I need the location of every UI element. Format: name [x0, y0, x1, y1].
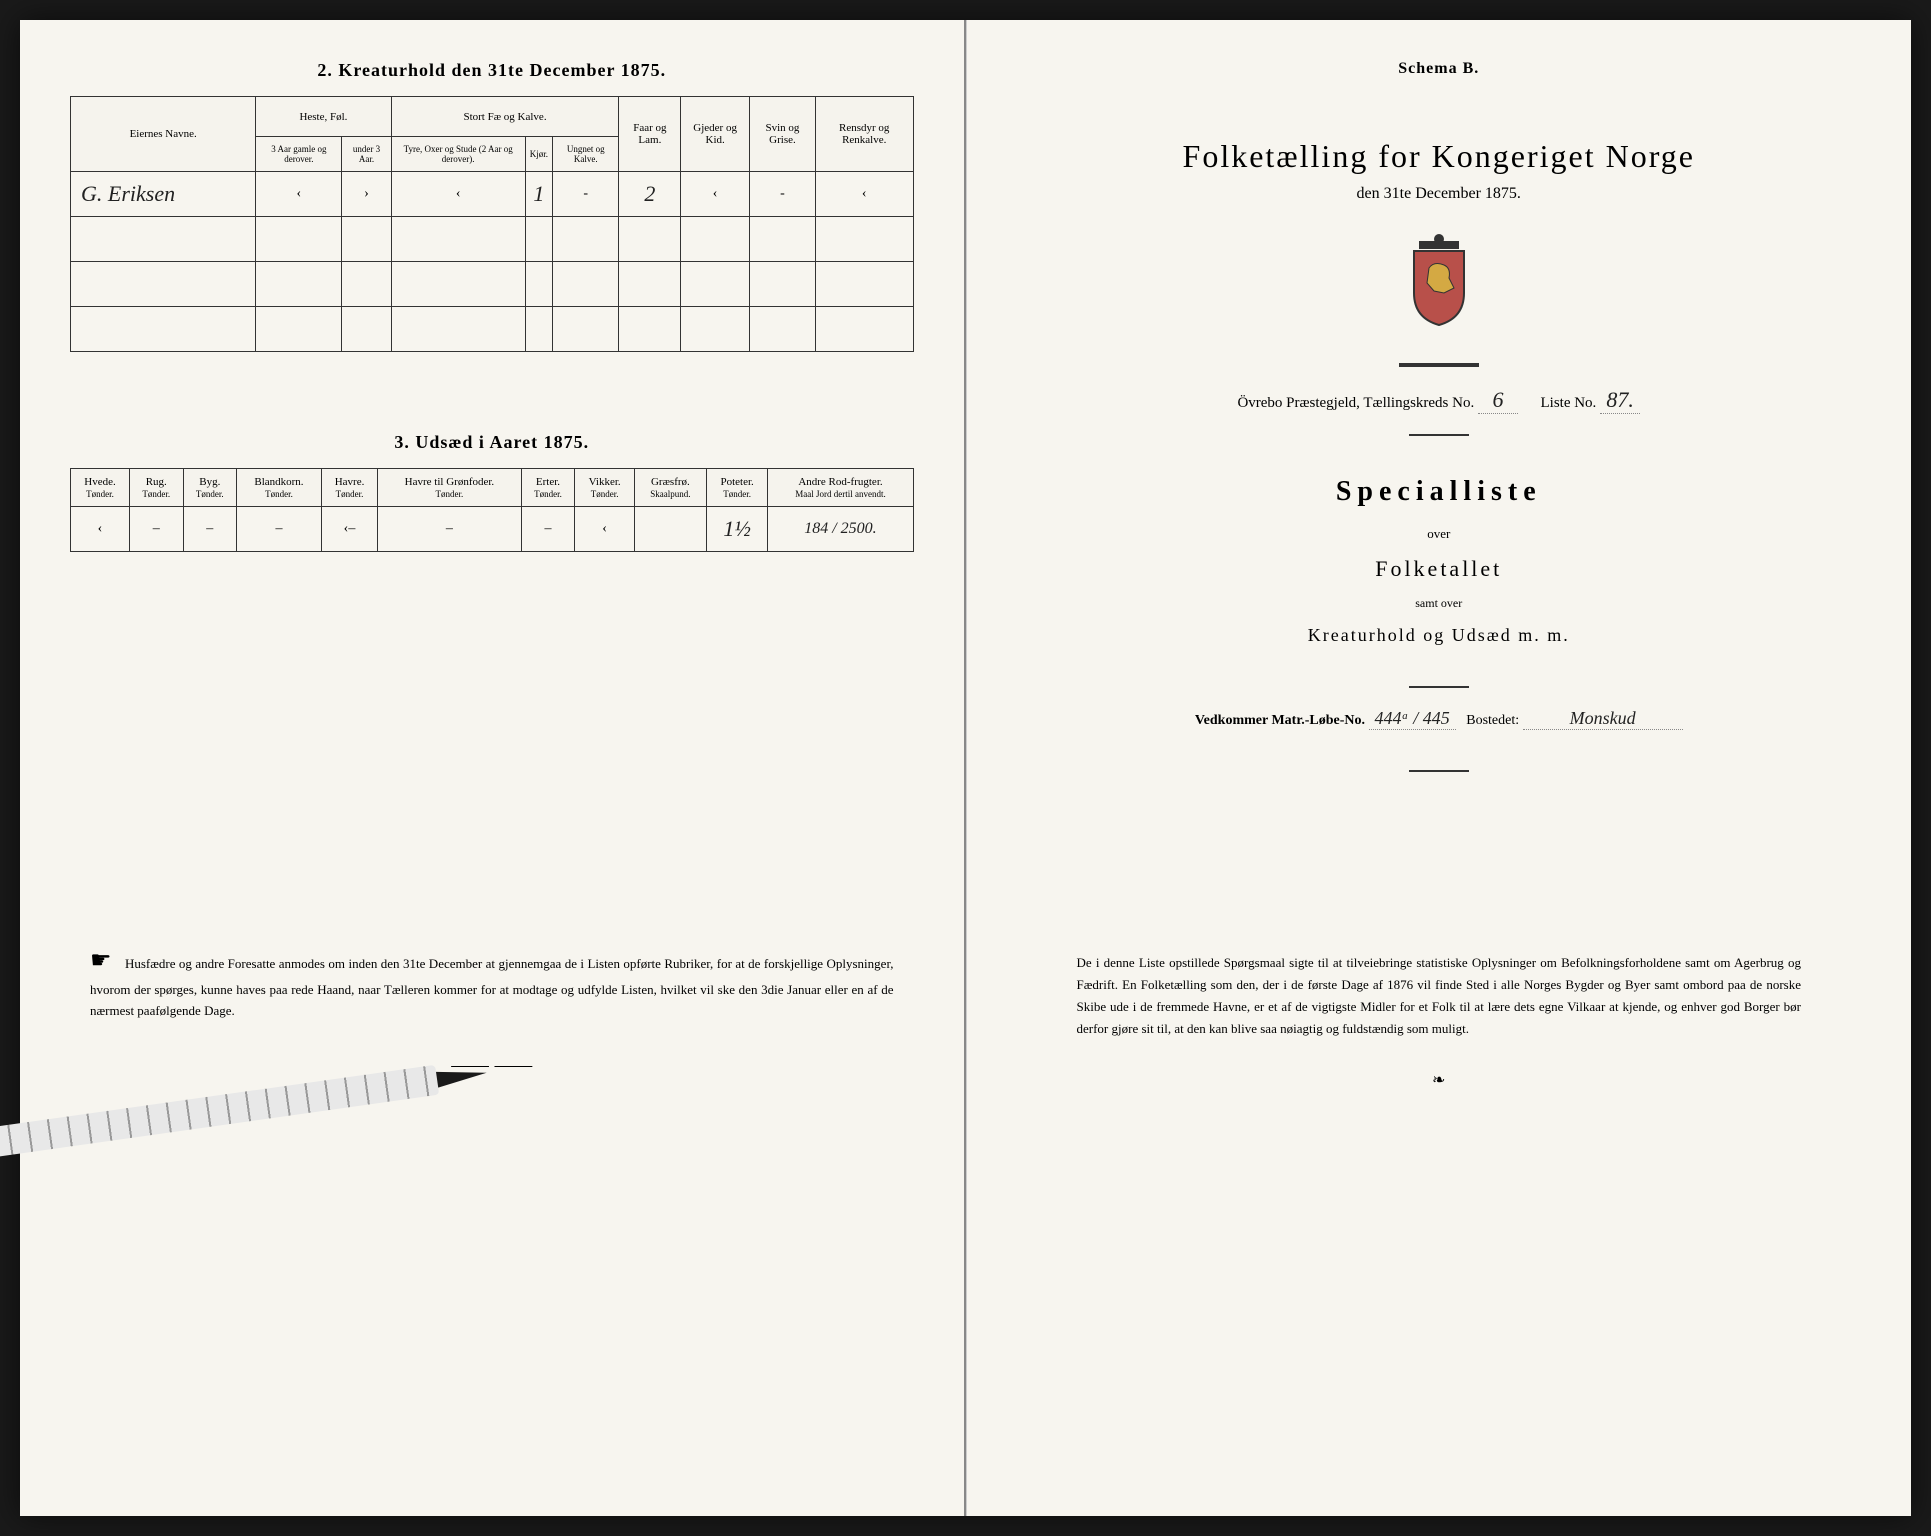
seed-table: Hvede.Tønder. Rug.Tønder. Byg.Tønder. Bl…	[70, 468, 914, 552]
left-page: 2. Kreaturhold den 31te December 1875. E…	[20, 20, 966, 1516]
th-vikker: Vikker.Tønder.	[575, 469, 635, 507]
pointer-icon: ☛	[90, 948, 112, 974]
cell: 2	[619, 172, 681, 217]
footnote-text: Husfædre og andre Foresatte anmodes om i…	[90, 956, 894, 1018]
matr-no: 444ᵃ / 445	[1369, 708, 1456, 730]
samt-text: samt over	[1017, 596, 1862, 611]
divider	[1409, 686, 1469, 688]
cell: ‹	[391, 172, 525, 217]
folketallet-text: Folketallet	[1017, 556, 1862, 582]
ornament: ❧	[1017, 1070, 1862, 1090]
specialliste-title: Specialliste	[1017, 476, 1862, 508]
cell: –	[378, 507, 522, 552]
main-title: Folketælling for Kongeriget Norge	[1017, 138, 1862, 175]
th-stort2: Kjør.	[525, 137, 552, 172]
owner-name: G. Eriksen	[71, 172, 256, 217]
formline-prefix: Övrebo Præstegjeld, Tællingskreds No.	[1237, 395, 1474, 411]
livestock-table: Eiernes Navne. Heste, Føl. Stort Fæ og K…	[70, 96, 914, 352]
cell: ‹	[71, 507, 130, 552]
table-row	[71, 262, 914, 307]
th-stortfae: Stort Fæ og Kalve.	[391, 97, 619, 137]
th-svin: Svin og Grise.	[749, 97, 815, 172]
divider	[1399, 363, 1479, 367]
table-row	[71, 217, 914, 262]
left-footnote: ☛ Husfædre og andre Foresatte anmodes om…	[70, 942, 914, 1022]
th-stort1: Tyre, Oxer og Stude (2 Aar og derover).	[391, 137, 525, 172]
th-gjeder: Gjeder og Kid.	[681, 97, 750, 172]
section2-title: 2. Kreaturhold den 31te December 1875.	[70, 60, 914, 81]
cell: ‹	[575, 507, 635, 552]
sub-title: den 31te December 1875.	[1017, 185, 1862, 203]
right-footnote: De i denne Liste opstillede Spørgsmaal s…	[1017, 952, 1862, 1040]
cell: 1½	[706, 507, 768, 552]
th-heste2: under 3 Aar.	[342, 137, 391, 172]
schema-label: Schema B.	[1017, 60, 1862, 78]
cell: ‹–	[321, 507, 377, 552]
cell: ‹	[815, 172, 913, 217]
th-eier: Eiernes Navne.	[71, 97, 256, 172]
cell: ›	[342, 172, 391, 217]
document-spread: 2. Kreaturhold den 31te December 1875. E…	[20, 20, 1911, 1516]
vedkommer-line: Vedkommer Matr.-Løbe-No. 444ᵃ / 445 Bost…	[1017, 708, 1862, 730]
kreatur-text: Kreaturhold og Udsæd m. m.	[1017, 625, 1862, 646]
liste-label: Liste No.	[1540, 395, 1596, 411]
th-faar: Faar og Lam.	[619, 97, 681, 172]
th-blandkorn: Blandkorn.Tønder.	[237, 469, 322, 507]
th-heste: Heste, Føl.	[256, 97, 391, 137]
cell: -	[749, 172, 815, 217]
th-stort3: Ungnet og Kalve.	[553, 137, 619, 172]
over-text: over	[1017, 526, 1862, 542]
th-poteter: Poteter.Tønder.	[706, 469, 768, 507]
cell	[635, 507, 707, 552]
cell: –	[237, 507, 322, 552]
table-row	[71, 307, 914, 352]
cell: 184 / 2500.	[768, 507, 913, 552]
cell: 1	[525, 172, 552, 217]
table-row: ‹ – – – ‹– – – ‹ 1½ 184 / 2500.	[71, 507, 914, 552]
th-hvede: Hvede.Tønder.	[71, 469, 130, 507]
th-havre: Havre.Tønder.	[321, 469, 377, 507]
th-rensdyr: Rensdyr og Renkalve.	[815, 97, 913, 172]
cell: ‹	[256, 172, 342, 217]
th-heste1: 3 Aar gamle og derover.	[256, 137, 342, 172]
divider	[1409, 434, 1469, 436]
section3-title: 3. Udsæd i Aaret 1875.	[70, 432, 914, 453]
cell: –	[521, 507, 575, 552]
pen-overlay	[0, 1065, 441, 1167]
cell: -	[553, 172, 619, 217]
th-rug: Rug.Tønder.	[129, 469, 183, 507]
bostedet-label: Bostedet:	[1466, 713, 1519, 728]
kreds-no: 6	[1478, 387, 1518, 414]
right-page: Schema B. Folketælling for Kongeriget No…	[966, 20, 1912, 1516]
form-line-kreds: Övrebo Præstegjeld, Tællingskreds No. 6 …	[1017, 387, 1862, 414]
th-havretil: Havre til Grønfoder.Tønder.	[378, 469, 522, 507]
coat-of-arms-icon	[1017, 233, 1862, 333]
cell: ‹	[681, 172, 750, 217]
table-row: G. Eriksen ‹ › ‹ 1 - 2 ‹ - ‹	[71, 172, 914, 217]
th-graesfro: Græsfrø.Skaalpund.	[635, 469, 707, 507]
vedkommer-label: Vedkommer Matr.-Løbe-No.	[1195, 713, 1365, 728]
bostedet: Monskud	[1523, 708, 1683, 730]
divider	[1409, 770, 1469, 772]
ornament: ⸻ ⸻	[70, 1052, 914, 1076]
cell: –	[183, 507, 237, 552]
th-rodfrugter: Andre Rod-frugter.Maal Jord dertil anven…	[768, 469, 913, 507]
liste-no: 87.	[1600, 387, 1640, 414]
th-byg: Byg.Tønder.	[183, 469, 237, 507]
th-erter: Erter.Tønder.	[521, 469, 575, 507]
cell: –	[129, 507, 183, 552]
